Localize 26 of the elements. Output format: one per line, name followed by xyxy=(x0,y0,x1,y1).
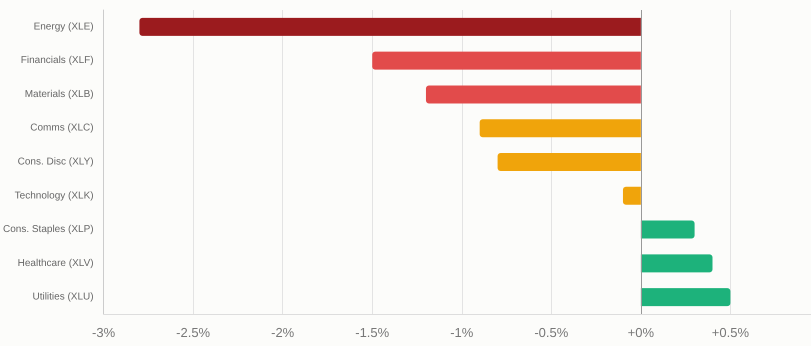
bar xyxy=(372,52,641,70)
y-tick-label: Cons. Staples (XLP) xyxy=(2,224,94,236)
y-tick-label: Financials (XLF) xyxy=(20,55,94,66)
y-tick-label: Comms (XLC) xyxy=(30,122,94,134)
x-tick-label: -2% xyxy=(271,325,295,340)
y-tick-label: Technology (XLK) xyxy=(14,190,94,202)
y-tick-label: Materials (XLB) xyxy=(24,88,94,100)
bar xyxy=(498,153,641,171)
y-tick-label: Energy (XLE) xyxy=(34,21,94,32)
x-tick-label: -2.5% xyxy=(176,325,211,340)
bar xyxy=(640,288,730,306)
bar xyxy=(139,18,641,36)
x-tick-label: +0% xyxy=(628,325,654,340)
y-tick-label: Cons. Disc (XLY) xyxy=(18,156,94,168)
y-tick-label: Utilities (XLU) xyxy=(32,292,94,303)
x-tick-label: +0.5% xyxy=(712,325,750,340)
x-tick-label: -3% xyxy=(92,325,116,340)
y-tick-label: Healthcare (XLV) xyxy=(18,258,94,269)
bar xyxy=(640,254,712,272)
bar xyxy=(640,220,695,239)
bar xyxy=(480,119,641,138)
x-tick-label: -1.5% xyxy=(355,325,390,340)
x-tick-label: -0.5% xyxy=(534,325,569,340)
bar xyxy=(622,186,641,205)
bar xyxy=(426,85,641,104)
x-tick-label: -1% xyxy=(450,325,474,340)
